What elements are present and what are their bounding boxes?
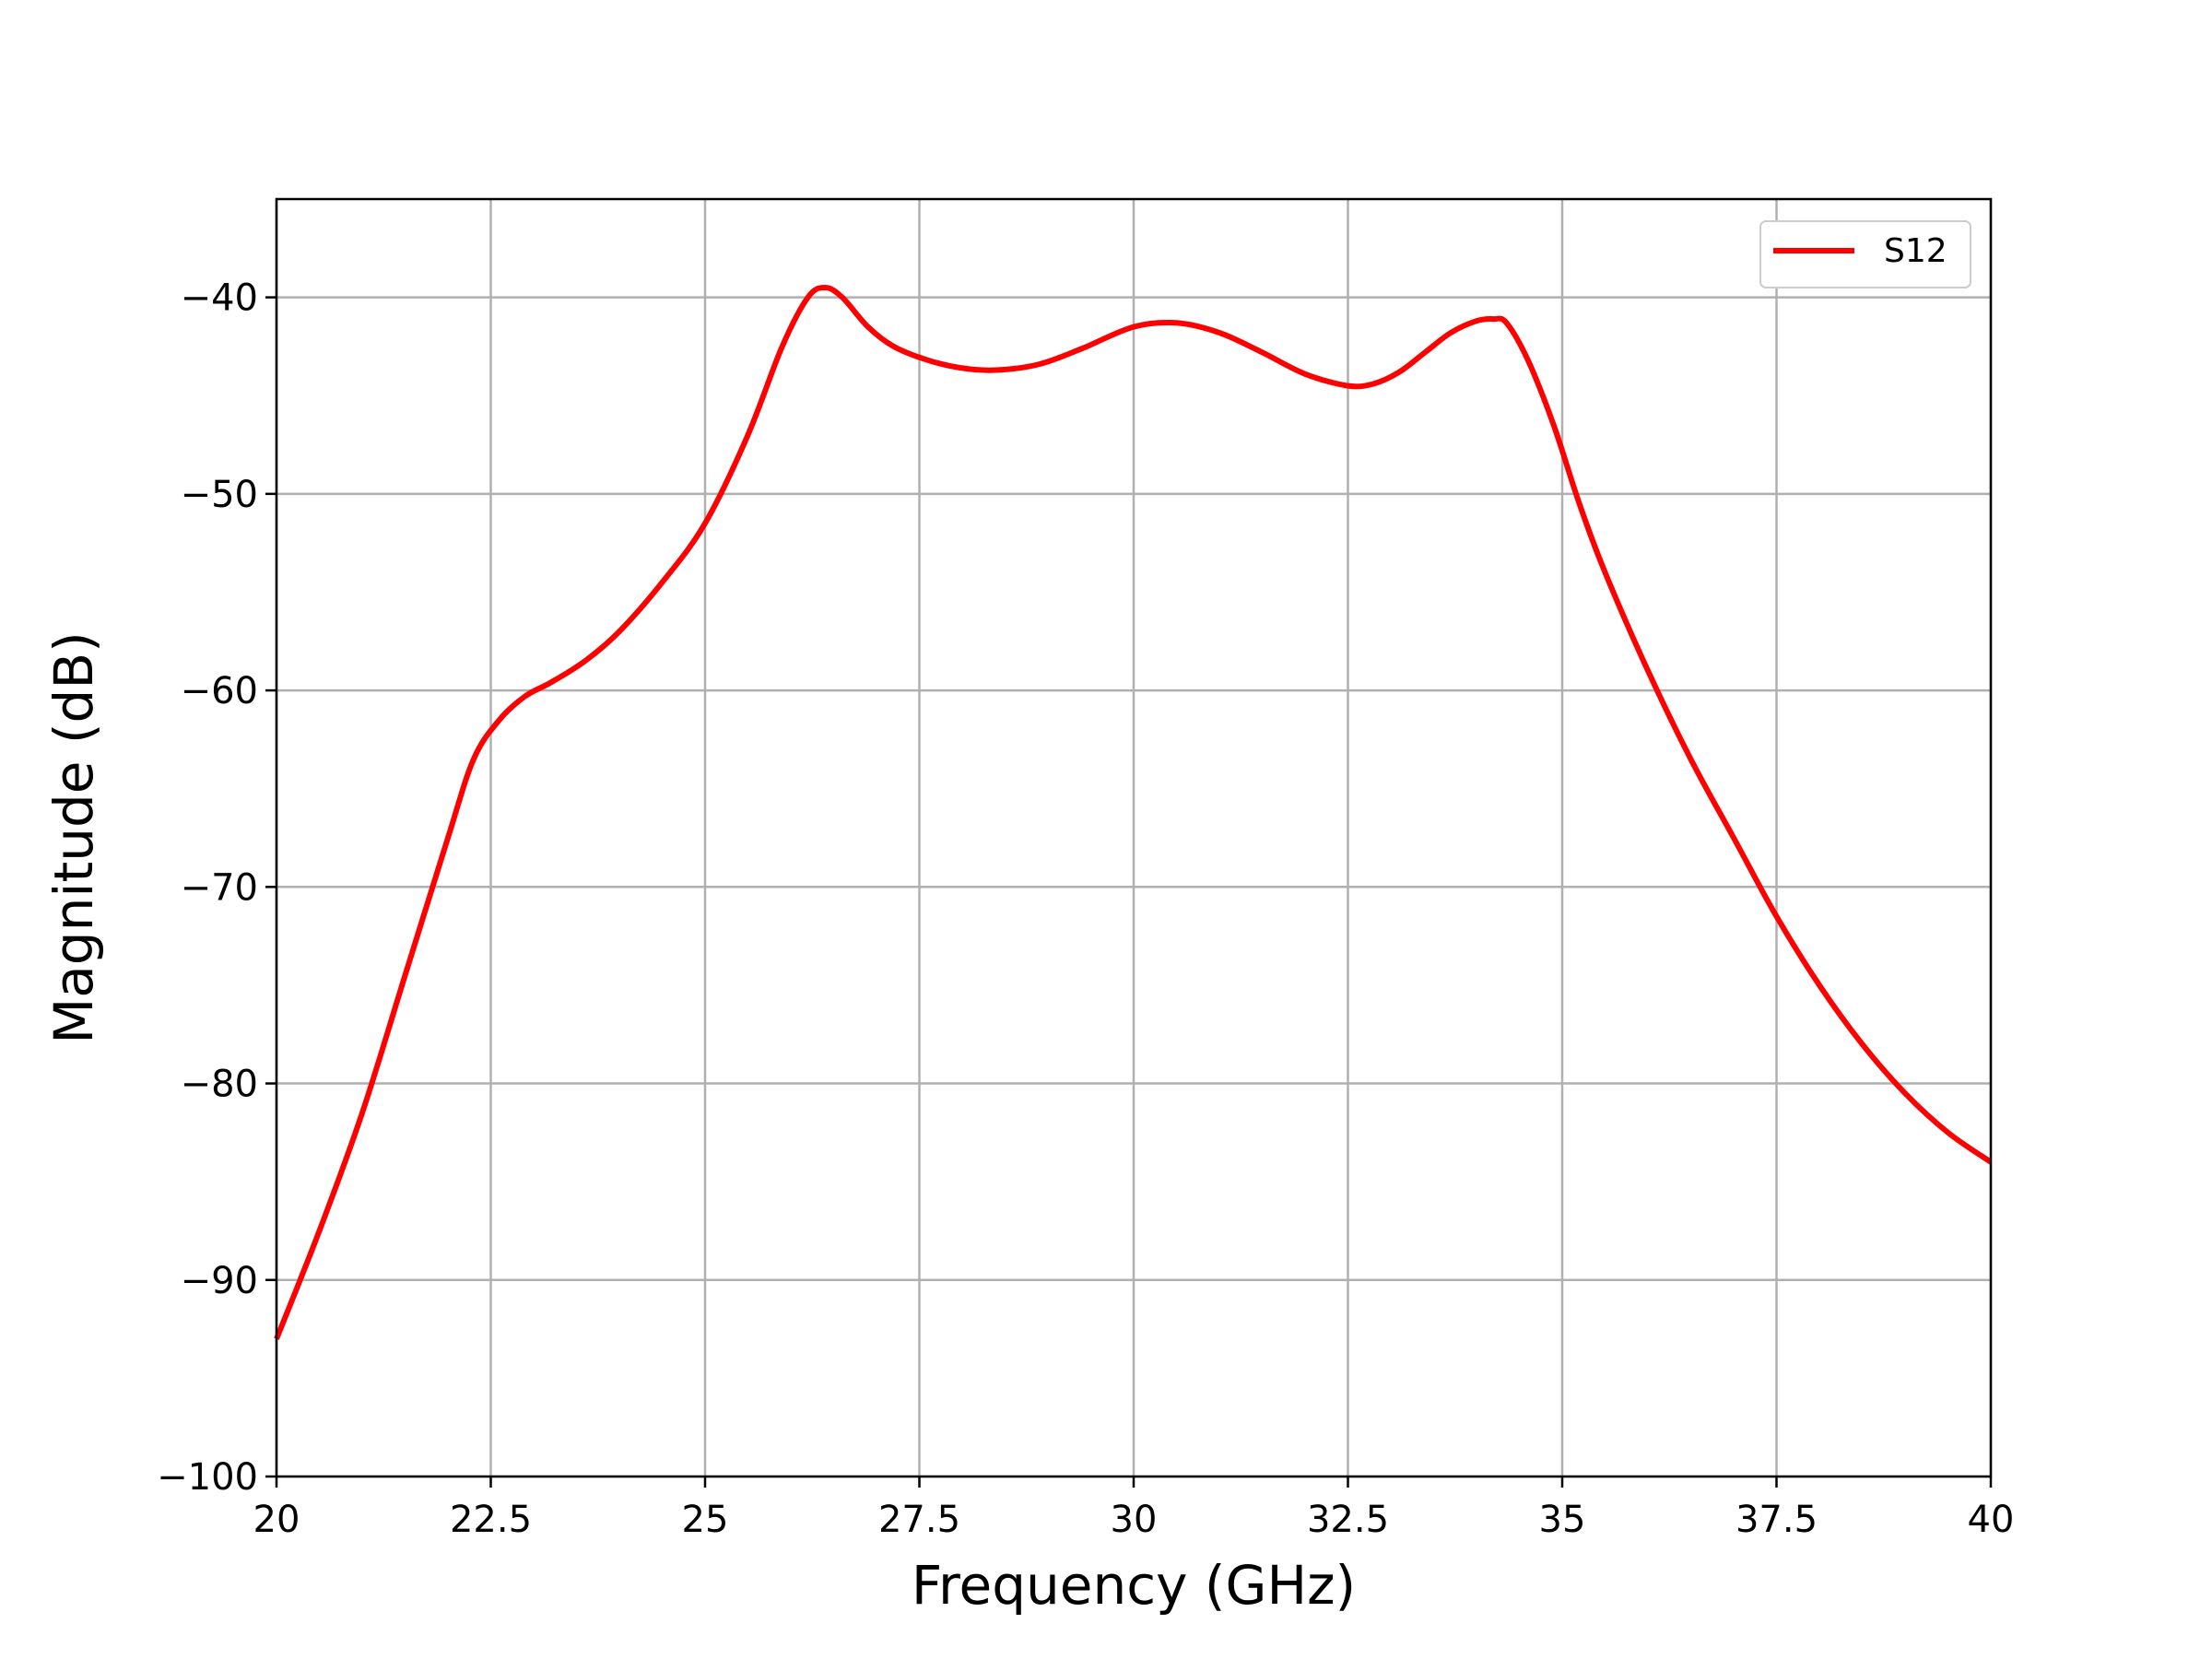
y-tick-label: −70 bbox=[181, 866, 258, 909]
x-axis-label: Frequency (GHz) bbox=[912, 1554, 1356, 1617]
x-tick-label: 20 bbox=[253, 1499, 300, 1541]
y-axis-label: Magnitude (dB) bbox=[42, 631, 105, 1044]
series-group bbox=[274, 285, 1993, 1340]
x-tick-label: 40 bbox=[1968, 1499, 2015, 1541]
legend-frame bbox=[1759, 220, 1971, 288]
y-tick-label: −50 bbox=[181, 474, 258, 516]
x-tick-label: 22.5 bbox=[450, 1499, 532, 1541]
x-tick-label: 32.5 bbox=[1307, 1499, 1389, 1541]
x-tick-label: 35 bbox=[1539, 1499, 1586, 1541]
x-tick-label: 25 bbox=[682, 1499, 729, 1541]
y-axis: −100 −90 −80 −70 −60 −50 −40 bbox=[157, 277, 276, 1499]
x-tick-label: 27.5 bbox=[878, 1499, 960, 1541]
x-tick-label: 30 bbox=[1111, 1499, 1158, 1541]
series-line-s12 bbox=[274, 285, 1993, 1340]
y-tick-label: −90 bbox=[181, 1260, 258, 1302]
x-axis: 20 22.5 25 27.5 30 32.5 35 37.5 40 bbox=[253, 1477, 2015, 1541]
y-tick-label: −100 bbox=[157, 1456, 258, 1499]
y-tick-label: −40 bbox=[181, 277, 258, 320]
grid bbox=[275, 199, 1993, 1478]
y-tick-label: −80 bbox=[181, 1064, 258, 1106]
y-tick-label: −60 bbox=[181, 670, 258, 712]
x-tick-label: 37.5 bbox=[1735, 1499, 1818, 1541]
legend-label-s12: S12 bbox=[1884, 232, 1947, 270]
legend: S12 bbox=[1759, 220, 1971, 288]
